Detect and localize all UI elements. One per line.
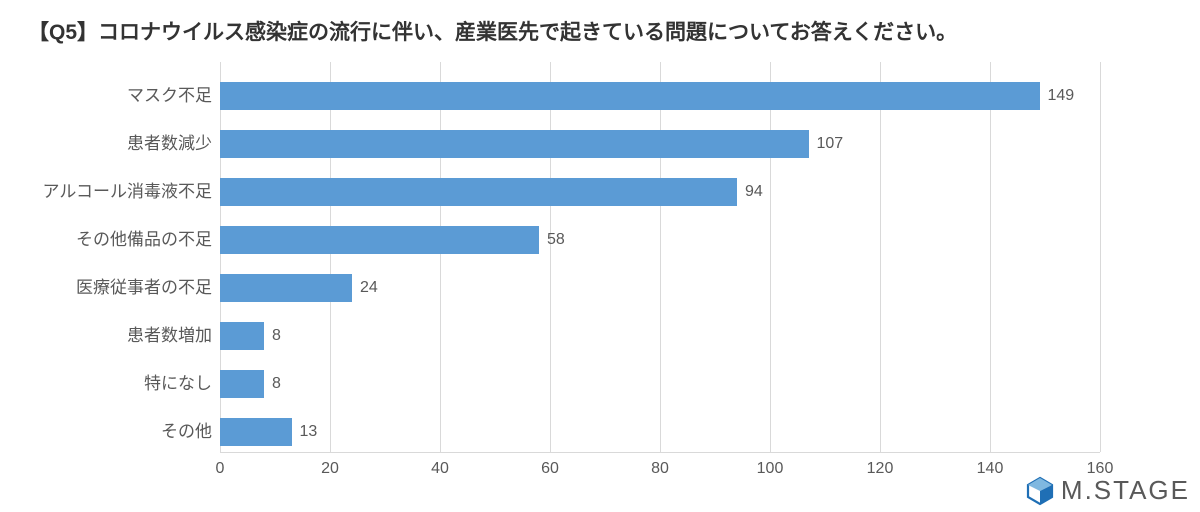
bar [220,370,264,398]
y-category-label: その他 [12,418,212,446]
y-category-label: アルコール消毒液不足 [12,178,212,206]
gridline [1100,62,1101,452]
bar [220,178,737,206]
y-category-label: その他備品の不足 [12,226,212,254]
chart-title: 【Q5】コロナウイルス感染症の流行に伴い、産業医先で起きている問題についてお答え… [28,16,1172,46]
bar-value-label: 8 [264,322,281,350]
x-tick-label: 0 [200,460,240,478]
brand-logo: M.STAGE [1025,475,1190,506]
gridline [550,62,551,452]
x-tick-label: 20 [310,460,350,478]
y-category-label: マスク不足 [12,82,212,110]
bar-value-label: 107 [809,130,844,158]
chart-plot: 0204060801001201401601491079458248813 [220,62,1100,452]
y-category-label: 患者数増加 [12,322,212,350]
gridline [880,62,881,452]
gridline [990,62,991,452]
x-tick-label: 40 [420,460,460,478]
gridline [440,62,441,452]
y-category-label: 患者数減少 [12,130,212,158]
bar-value-label: 149 [1040,82,1075,110]
bar [220,274,352,302]
chart-plot-area: 0204060801001201401601491079458248813 [220,62,1100,452]
logo-icon [1025,476,1055,506]
y-category-label: 医療従事者の不足 [12,274,212,302]
bar [220,130,809,158]
bar [220,226,539,254]
bar-value-label: 8 [264,370,281,398]
x-tick-label: 120 [860,460,900,478]
gridline [330,62,331,452]
x-tick-label: 60 [530,460,570,478]
logo-text: M.STAGE [1061,475,1190,506]
bar-value-label: 24 [352,274,378,302]
y-category-label: 特になし [12,370,212,398]
bar [220,418,292,446]
bar [220,322,264,350]
bar-value-label: 58 [539,226,565,254]
gridline [660,62,661,452]
bar-value-label: 13 [292,418,318,446]
x-tick-label: 100 [750,460,790,478]
bar [220,82,1040,110]
gridline [770,62,771,452]
x-tick-label: 140 [970,460,1010,478]
x-tick-label: 80 [640,460,680,478]
bar-value-label: 94 [737,178,763,206]
